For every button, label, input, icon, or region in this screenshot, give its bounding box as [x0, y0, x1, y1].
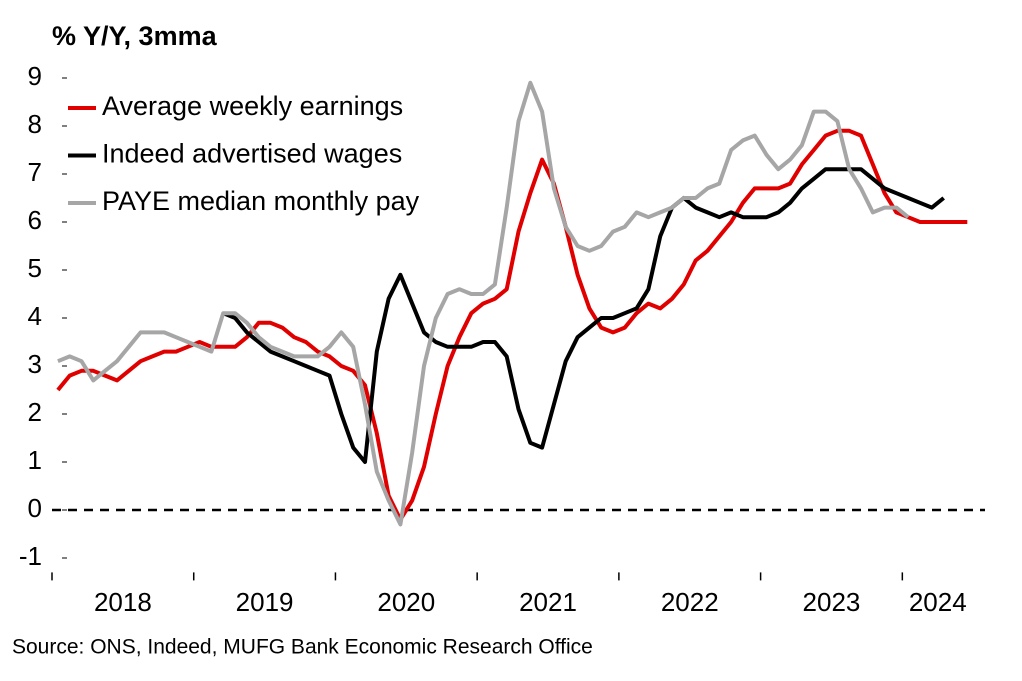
y-tick-label: 6: [28, 205, 42, 235]
y-tick-label: 7: [28, 157, 42, 187]
y-tick-label: 8: [28, 109, 42, 139]
y-tick-label: 0: [28, 493, 42, 523]
x-tick-label: 2019: [236, 587, 294, 617]
series-line: [222, 167, 945, 464]
legend-label: Average weekly earnings: [102, 91, 403, 121]
x-tick-label: 2022: [661, 587, 719, 617]
x-tick-label: 2021: [519, 587, 577, 617]
y-tick-label: 2: [28, 397, 42, 427]
x-tick-label: 2020: [377, 587, 435, 617]
legend-label: PAYE median monthly pay: [102, 186, 420, 216]
legend-label: Indeed advertised wages: [102, 139, 402, 169]
y-tick-label: 9: [28, 61, 42, 91]
y-tick-label: 3: [28, 349, 42, 379]
y-tick-label: -1: [19, 541, 42, 571]
x-tick-label: 2018: [94, 587, 152, 617]
y-tick-label: 5: [28, 253, 42, 283]
source-note: Source: ONS, Indeed, MUFG Bank Economic …: [12, 636, 593, 659]
series-line: [57, 80, 910, 527]
y-tick-label: 1: [28, 445, 42, 475]
x-tick-label: 2023: [803, 587, 861, 617]
series-line: [56, 128, 968, 522]
chart-title: % Y/Y, 3mma: [52, 21, 218, 51]
y-tick-label: 4: [28, 301, 42, 331]
x-tick-label: 2024: [909, 587, 967, 617]
